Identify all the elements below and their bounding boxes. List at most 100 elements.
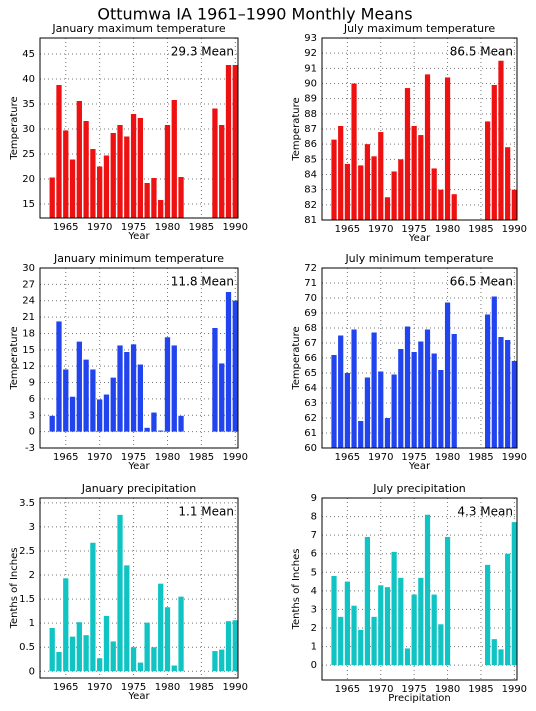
x-tick-label: 1965	[53, 222, 78, 233]
y-tick-label: 89	[304, 94, 317, 105]
x-tick-label: 1975	[401, 224, 426, 235]
bar	[110, 133, 116, 218]
bar	[49, 627, 55, 672]
page-title: Ottumwa IA 1961–1990 Monthly Means	[97, 5, 412, 24]
y-tick-label: 3	[311, 604, 317, 615]
x-tick-label: 1965	[335, 224, 360, 235]
y-axis-label: Temperature	[291, 326, 302, 390]
bars	[331, 296, 517, 448]
y-tick-label: 18	[22, 328, 35, 339]
bar	[331, 355, 337, 448]
bar	[338, 125, 344, 220]
bar	[124, 136, 130, 218]
bar	[212, 651, 218, 672]
y-tick-label: 4	[311, 586, 317, 597]
x-tick-label: 1965	[53, 452, 78, 463]
bar	[83, 635, 89, 672]
bar	[110, 641, 116, 672]
y-axis-label: Temperature	[9, 96, 20, 160]
bar	[164, 337, 171, 432]
bar	[364, 377, 371, 448]
bar	[364, 537, 371, 666]
bar	[431, 168, 437, 220]
bar	[391, 171, 397, 220]
bar	[505, 147, 511, 220]
x-tick-label: 1975	[401, 684, 426, 695]
y-tick-label: 21	[22, 312, 35, 323]
bar	[491, 85, 497, 220]
bar	[391, 551, 397, 666]
bar	[171, 345, 177, 432]
panel-title: July minimum temperature	[344, 252, 493, 265]
bar	[103, 394, 110, 432]
x-axis-label: Precipitation	[388, 693, 451, 704]
bar	[378, 585, 384, 666]
bar	[117, 125, 123, 218]
y-tick-label: 3.5	[19, 498, 35, 509]
bar	[364, 144, 371, 220]
bar	[438, 370, 444, 448]
y-tick-label: 24	[22, 296, 35, 307]
x-tick-label: 1980	[435, 452, 460, 463]
bar	[384, 197, 391, 220]
x-tick-label: 1990	[502, 684, 527, 695]
x-axis-label: Year	[408, 461, 431, 472]
bars	[331, 60, 517, 220]
x-tick-label: 1970	[87, 452, 112, 463]
bar	[56, 85, 62, 218]
x-tick-label: 1990	[223, 222, 248, 233]
y-tick-label: 63	[304, 398, 317, 409]
y-tick-label: 40	[22, 74, 35, 85]
y-tick-label: 15	[22, 345, 35, 356]
y-tick-label: 84	[304, 170, 317, 181]
mean-annotation: 66.5 Mean	[450, 275, 513, 289]
bar	[144, 622, 150, 672]
bar	[63, 369, 69, 432]
y-tick-label: 2	[311, 623, 317, 634]
y-tick-label: 0.5	[19, 642, 35, 653]
y-tick-label: 82	[304, 200, 317, 211]
bar	[505, 553, 511, 666]
bar	[232, 620, 238, 672]
y-tick-label: 81	[304, 215, 317, 226]
bar	[219, 363, 225, 432]
x-tick-label: 1980	[155, 452, 180, 463]
bar	[424, 514, 431, 666]
y-tick-label: 30	[22, 263, 35, 274]
bar	[103, 615, 110, 672]
bar	[411, 125, 417, 220]
bars	[331, 514, 517, 666]
y-axis-label: Temperature	[291, 97, 302, 161]
y-tick-label: 0	[29, 666, 35, 677]
y-tick-label: 8	[311, 512, 317, 523]
mean-annotation: 1.1 Mean	[178, 505, 234, 519]
bar	[378, 371, 384, 448]
y-tick-label: -3	[25, 443, 35, 454]
bar	[56, 321, 62, 432]
y-tick-label: 70	[304, 293, 317, 304]
y-tick-label: 20	[22, 174, 35, 185]
plot-frame	[321, 497, 518, 681]
bar	[63, 578, 69, 672]
bar	[164, 607, 171, 672]
y-tick-label: 72	[304, 263, 317, 274]
y-tick-label: 6	[311, 549, 317, 560]
bar	[491, 296, 497, 448]
bar	[344, 581, 350, 666]
x-tick-label: 1985	[468, 224, 493, 235]
bar	[424, 329, 431, 448]
bar	[418, 135, 424, 220]
bar	[384, 418, 391, 448]
x-tick-label: 1980	[155, 682, 180, 693]
bar	[151, 178, 157, 218]
bar	[498, 60, 504, 220]
y-tick-label: 35	[22, 99, 35, 110]
bar	[351, 329, 357, 448]
bar	[438, 624, 444, 666]
bar	[151, 647, 157, 672]
mean-annotation: 29.3 Mean	[171, 45, 234, 59]
bar	[511, 522, 517, 666]
bar	[225, 621, 232, 672]
bar	[137, 364, 144, 432]
